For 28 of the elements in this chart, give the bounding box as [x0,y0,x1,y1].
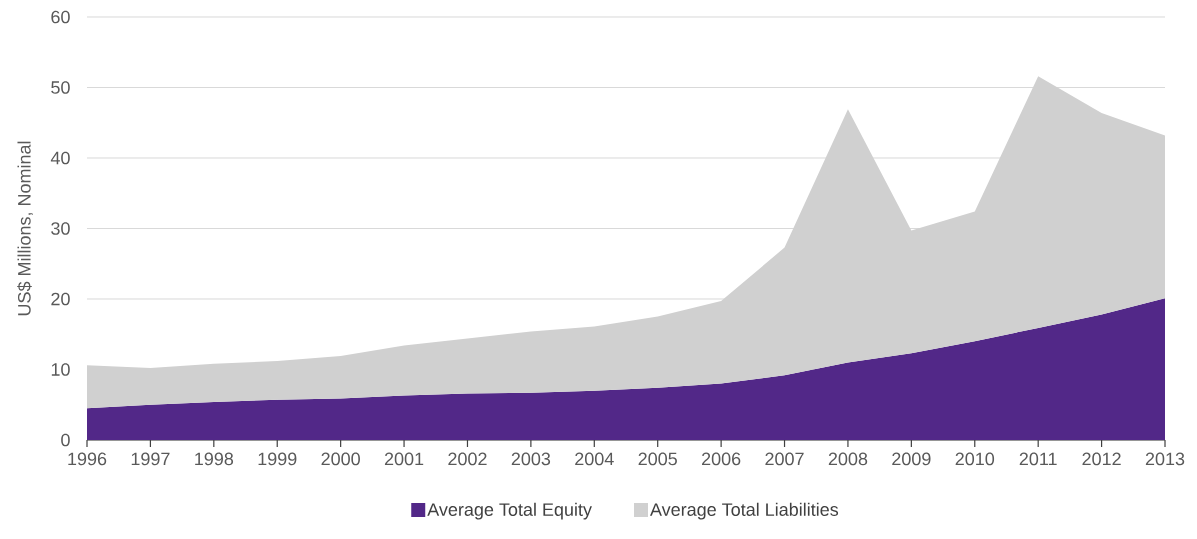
y-tick-label: 40 [50,151,70,165]
x-tick-label: 1998 [195,452,234,466]
x-tick-label: 2006 [702,452,741,466]
x-tick-label: 2000 [321,452,360,466]
x-tick-label: 1996 [68,452,107,466]
x-tick-label: 2013 [1145,452,1185,466]
y-axis-title: US$ Millions, Nominal [17,141,33,316]
x-tick-label: 2007 [765,452,804,466]
y-tick-label: 30 [51,222,70,235]
y-tick-label: 10 [51,363,70,376]
y-tick-label: 60 [51,10,70,24]
x-tick-label: 1997 [131,452,170,466]
legend-label: Average Total Liabilities [650,502,839,520]
y-tick-label: 0 [61,433,70,447]
x-tick-label: 2002 [448,452,487,466]
x-tick-label: 2011 [1019,452,1057,466]
x-tick-label: 2005 [638,452,677,466]
x-tick-label: 2008 [828,452,868,466]
x-tick-label: 1999 [258,452,297,466]
x-tick-label: 2003 [511,452,551,466]
y-tick-label: 20 [51,292,70,306]
y-tick-label: 50 [51,81,70,94]
x-tick-label: 2010 [955,452,995,466]
legend-label: Average Total Equity [427,502,592,520]
x-tick-label: 2001 [384,452,424,466]
x-tick-label: 2009 [892,452,931,466]
x-tick-label: 2012 [1082,452,1121,466]
x-tick-label: 2004 [575,452,614,466]
